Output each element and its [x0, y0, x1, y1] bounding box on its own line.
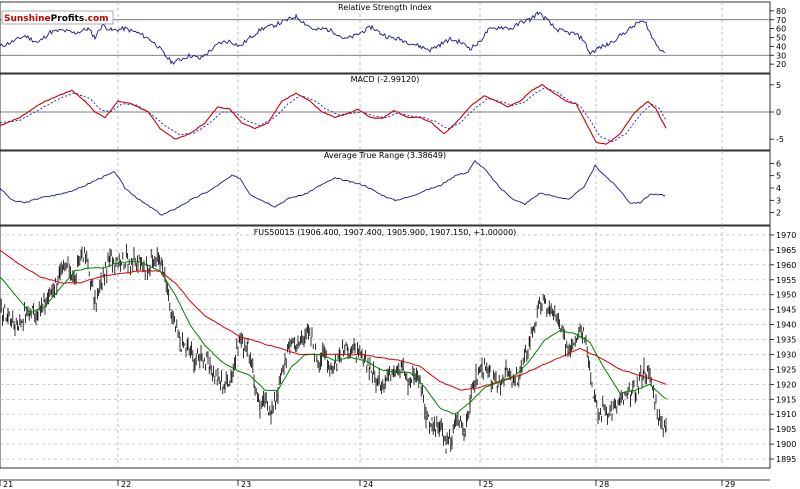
y-tick-label: 2 [776, 209, 781, 218]
y-tick-label: 70 [776, 16, 786, 25]
price-title: FUS50015 (1906.400, 1907.400, 1905.900, … [254, 228, 517, 237]
y-tick-label: 1905 [776, 425, 796, 434]
rsi-title: Relative Strength Index [338, 3, 432, 12]
y-tick-label: 1950 [776, 291, 796, 300]
atr-line [0, 159, 666, 216]
x-tick-label: 22 [121, 480, 131, 489]
ma-long-line [0, 249, 667, 391]
y-tick-label: 50 [776, 34, 786, 43]
sunshine-profits-logo: SunshineProfits.com [1, 10, 114, 25]
y-tick-label: 1955 [776, 276, 796, 285]
macd-title: MACD (-2.99120) [351, 75, 420, 84]
logo-part-1: Sunshine [4, 14, 51, 24]
x-tick-label: 28 [599, 480, 609, 489]
y-tick-label: 1925 [776, 365, 796, 374]
y-tick-label: 0 [776, 108, 781, 117]
svg-text:SunshineProfits.com: SunshineProfits.com [4, 14, 109, 24]
x-tick-label: 21 [3, 480, 13, 489]
x-tick-label: 29 [725, 480, 735, 489]
logo-part-3: .com [84, 14, 108, 24]
y-tick-label: 20 [776, 60, 786, 69]
y-tick-label: 40 [776, 42, 786, 51]
y-tick-label: 1965 [776, 246, 796, 255]
y-tick-label: 3 [776, 196, 781, 205]
y-tick-label: -5 [776, 135, 784, 144]
y-tick-label: 5 [776, 81, 781, 90]
y-tick-label: 1935 [776, 336, 796, 345]
pane-frame-3 [0, 225, 771, 469]
y-tick-label: 1895 [776, 455, 796, 464]
y-tick-label: 30 [776, 51, 786, 60]
y-tick-label: 4 [776, 184, 781, 193]
text-layer: Relative Strength Index MACD (-2.99120) … [3, 3, 796, 489]
atr-title: Average True Range (3.38649) [324, 151, 446, 160]
y-tick-label: 5 [776, 172, 781, 181]
y-tick-label: 1940 [776, 321, 796, 330]
y-tick-label: 1915 [776, 395, 796, 404]
y-tick-label: 1945 [776, 306, 796, 315]
y-tick-label: 60 [776, 25, 786, 34]
macd-line [0, 83, 667, 145]
y-tick-label: 1930 [776, 350, 796, 359]
y-tick-label: 1960 [776, 261, 796, 270]
y-tick-label: 1970 [776, 231, 796, 240]
x-tick-label: 25 [483, 480, 493, 489]
x-tick-label: 23 [241, 480, 251, 489]
y-tick-label: 6 [776, 159, 781, 168]
y-tick-label: 1920 [776, 380, 796, 389]
series-layer [0, 11, 667, 454]
logo-part-2: Profits [51, 14, 85, 24]
y-tick-label: 1900 [776, 440, 796, 449]
y-tick-label: 80 [776, 7, 786, 16]
rsi-line [0, 11, 666, 65]
ma-short-line [0, 260, 667, 415]
x-tick-label: 24 [363, 480, 373, 489]
y-tick-label: 1910 [776, 410, 796, 419]
